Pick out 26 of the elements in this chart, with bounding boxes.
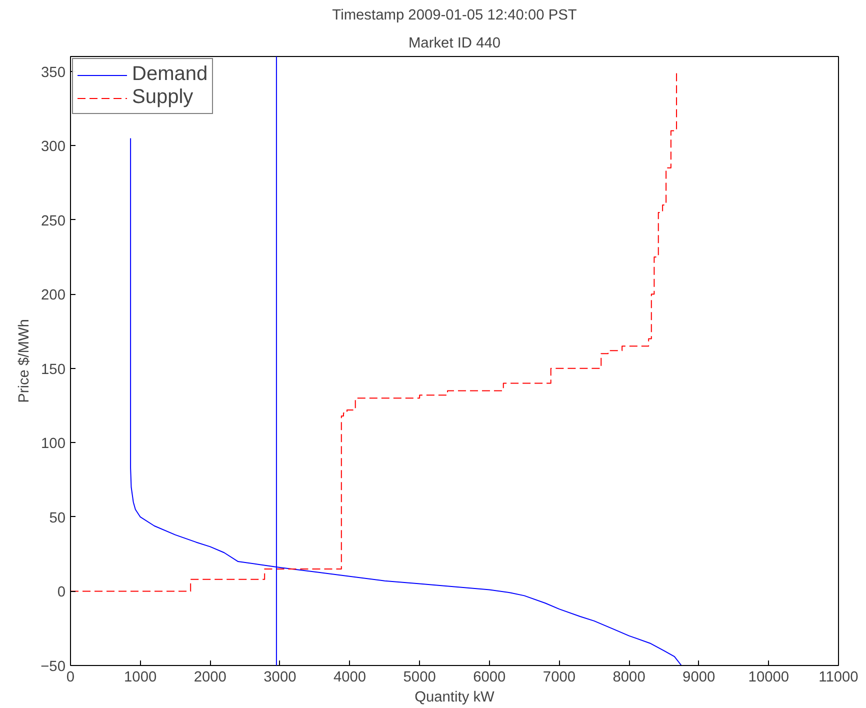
y-tick-label: −50	[40, 659, 66, 675]
x-tick-label: 6000	[473, 670, 506, 686]
x-tick-label: 7000	[542, 670, 576, 686]
y-tick-label: 350	[41, 64, 66, 81]
legend-label: Demand	[132, 63, 208, 86]
chart-subtitle: Market ID 440	[408, 36, 501, 52]
y-tick-label: 50	[49, 510, 66, 526]
y-tick-label: 300	[41, 139, 66, 156]
x-tick-label: 4000	[333, 670, 366, 686]
y-tick-label: 150	[41, 362, 66, 378]
x-tick-label: 9000	[682, 670, 716, 686]
x-tick-label: 5000	[403, 670, 436, 686]
x-tick-label: 1000	[124, 670, 157, 686]
x-tick-label: 11000	[818, 670, 858, 686]
chart-title: Timestamp 2009-01-05 12:40:00 PST	[332, 8, 577, 24]
x-tick-label: 3000	[264, 670, 296, 686]
y-tick-label: 100	[41, 436, 66, 452]
y-tick-label: 250	[41, 213, 66, 230]
y-axis-title: Price $/MWh	[16, 319, 33, 403]
x-tick-label: 10000	[748, 670, 790, 686]
y-tick-label: 0	[57, 584, 66, 601]
x-tick-label: 2000	[194, 670, 226, 686]
x-axis-title: Quantity kW	[414, 690, 495, 706]
x-tick-label: 8000	[612, 670, 646, 686]
y-tick-label: 200	[41, 288, 66, 304]
legend-label: Supply	[132, 86, 194, 109]
